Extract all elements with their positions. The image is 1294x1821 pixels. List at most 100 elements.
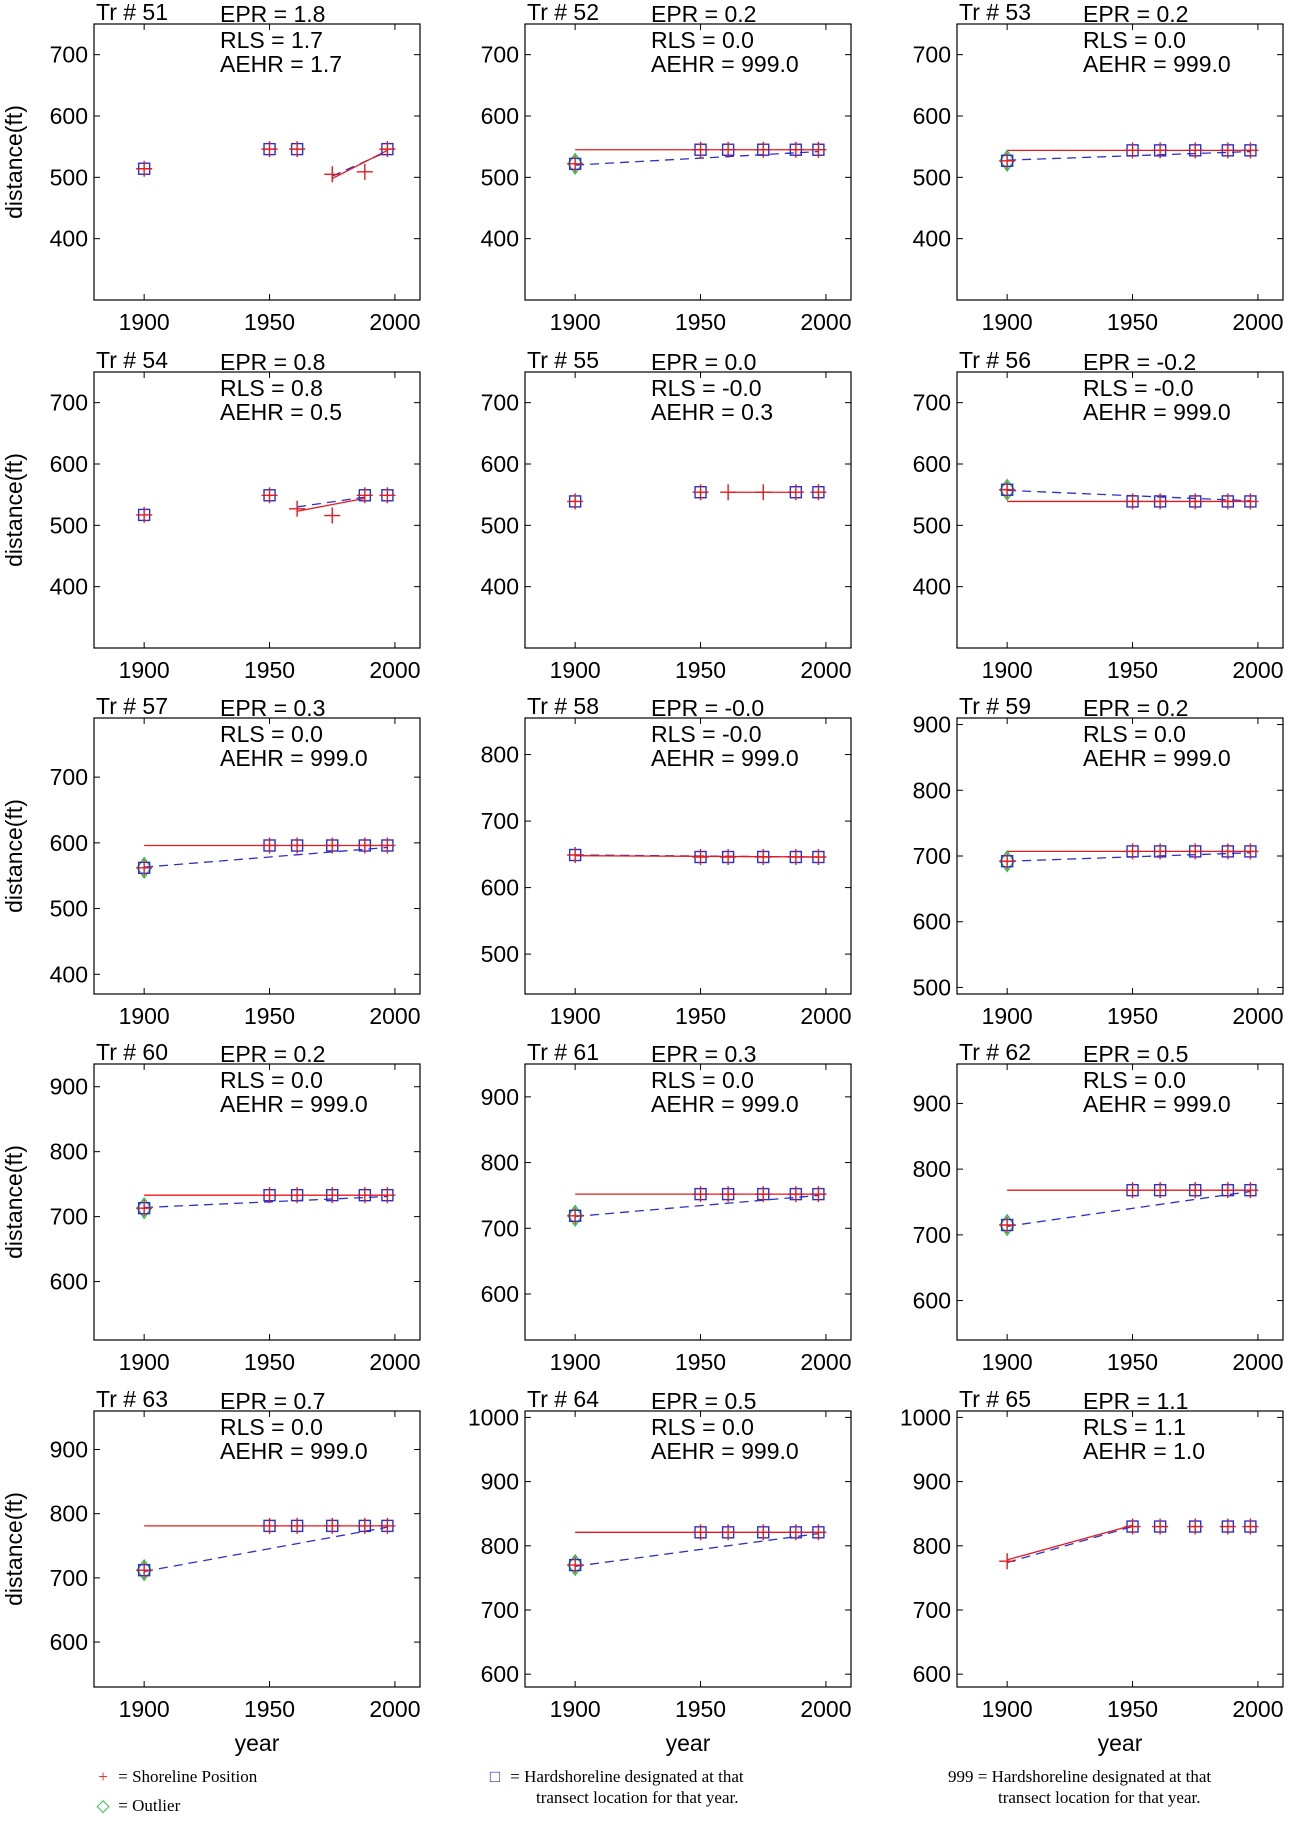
- transect-label: Tr # 54: [96, 347, 168, 373]
- x-tick-label: 2000: [369, 657, 420, 683]
- y-tick-label: 900: [913, 1469, 951, 1495]
- rls-label: RLS = 0.0: [220, 1067, 323, 1093]
- shoreline-position-marker: [1219, 843, 1236, 860]
- epr-label: EPR = 0.7: [220, 1388, 325, 1414]
- x-tick-label: 2000: [369, 309, 420, 335]
- x-tick-label: 1900: [119, 1003, 170, 1029]
- x-tick-label: 2000: [1232, 309, 1283, 335]
- rls-label: RLS = 1.1: [1083, 1414, 1186, 1440]
- y-tick-label: 800: [481, 742, 519, 768]
- shoreline-position-marker: [324, 166, 341, 183]
- panel-54: 1900 1950 2000 400 500 600 700 Tr # 54 EPR = 0.8…: [1, 347, 421, 683]
- outlier-marker: [999, 1213, 1016, 1237]
- plot-frame: [524, 1410, 852, 1688]
- y-tick-label: 500: [481, 164, 519, 190]
- shoreline-position-marker: [1152, 1182, 1169, 1199]
- shoreline-fit-line: [1006, 1524, 1133, 1561]
- plot-frame: [524, 717, 852, 995]
- rls-label: RLS = 0.0: [1083, 1067, 1186, 1093]
- x-tick-label: 2000: [800, 309, 851, 335]
- shoreline-position-marker: [692, 484, 709, 501]
- x-tick-label: 2000: [800, 657, 851, 683]
- shoreline-position-marker: [1219, 142, 1236, 159]
- shoreline-position-marker: [289, 1187, 306, 1204]
- x-tick-label: 1950: [1107, 657, 1158, 683]
- panel-52: 1900 1950 2000 400 500 600 700 Tr # 52 EPR = 0.2…: [481, 0, 852, 335]
- y-tick-label: 700: [481, 1597, 519, 1623]
- y-tick-label: 900: [913, 712, 951, 738]
- x-tick-label: 1950: [1107, 1003, 1158, 1029]
- aehr-label: AEHR = 999.0: [220, 1091, 368, 1117]
- shoreline-position-marker: [324, 837, 341, 854]
- y-tick-label: 900: [50, 1437, 88, 1463]
- epr-label: EPR = 0.5: [651, 1388, 756, 1414]
- legend-shoreline-row: + = Shoreline Position: [92, 1766, 257, 1787]
- x-tick-label: 1900: [982, 309, 1033, 335]
- y-tick-label: 900: [481, 1084, 519, 1110]
- epr-label: EPR = -0.0: [651, 695, 764, 721]
- shoreline-position-marker: [1242, 142, 1259, 159]
- y-tick-label: 700: [50, 390, 88, 416]
- shoreline-position-marker: [1152, 142, 1169, 159]
- y-tick-label: 600: [913, 451, 951, 477]
- plot-frame: [524, 23, 852, 301]
- x-tick-label: 1900: [119, 1696, 170, 1722]
- panel-61: 1900 1950 2000 600 700 800 900 Tr # 61 EPR = 0.3…: [481, 1039, 852, 1375]
- y-tick-label: 800: [50, 1139, 88, 1165]
- x-tick-label: 1900: [550, 1349, 601, 1375]
- shoreline-position-marker: [692, 1524, 709, 1541]
- shoreline-position-marker: [692, 1186, 709, 1203]
- shoreline-position-marker: [1124, 493, 1141, 510]
- epr-label: EPR = 1.1: [1083, 1388, 1188, 1414]
- y-tick-label: 500: [50, 896, 88, 922]
- panel-58: 1900 1950 2000 500 600 700 800 Tr # 58 EPR = -0.…: [481, 693, 852, 1029]
- epr-label: EPR = 0.3: [651, 1041, 756, 1067]
- shoreline-position-marker: [261, 837, 278, 854]
- y-tick-label: 500: [481, 512, 519, 538]
- shoreline-position-marker: [567, 493, 584, 510]
- aehr-label: AEHR = 999.0: [1083, 745, 1231, 771]
- transect-label: Tr # 56: [959, 347, 1031, 373]
- x-tick-label: 1900: [982, 1003, 1033, 1029]
- panel-60: 1900 1950 2000 600 700 800 900 Tr # 60 EPR = 0.2…: [1, 1039, 421, 1375]
- shoreline-position-marker: [755, 1524, 772, 1541]
- y-tick-label: 600: [481, 1661, 519, 1687]
- rls-label: RLS = -0.0: [651, 375, 762, 401]
- outlier-marker: [999, 850, 1016, 873]
- x-tick-label: 1950: [1107, 1696, 1158, 1722]
- epr-label: EPR = 0.2: [1083, 1, 1188, 27]
- y-tick-label: 600: [913, 1661, 951, 1687]
- shoreline-position-marker: [136, 1562, 153, 1579]
- legend-hardshoreline: □ = Hardshoreline designated at that tra…: [484, 1766, 844, 1808]
- regression-line: [575, 150, 819, 166]
- panel-57: 1900 1950 2000 400 500 600 700 Tr # 57 EPR = 0.3…: [1, 693, 421, 1029]
- outlier-marker: [136, 1196, 153, 1220]
- epr-label: EPR = 0.8: [220, 349, 325, 375]
- aehr-label: AEHR = 999.0: [1083, 399, 1231, 425]
- x-tick-label: 2000: [1232, 657, 1283, 683]
- x-tick-label: 1950: [244, 657, 295, 683]
- y-tick-label: 700: [913, 42, 951, 68]
- shoreline-position-marker: [1187, 843, 1204, 860]
- epr-label: EPR = 0.2: [1083, 695, 1188, 721]
- shoreline-position-marker: [720, 1186, 737, 1203]
- rls-label: RLS = 0.0: [220, 1414, 323, 1440]
- y-tick-label: 600: [50, 830, 88, 856]
- rls-label: RLS = 0.0: [651, 1067, 754, 1093]
- x-tick-label: 2000: [369, 1696, 420, 1722]
- shoreline-position-marker: [720, 484, 737, 501]
- x-tick-label: 1950: [244, 309, 295, 335]
- plot-frame: [93, 1410, 421, 1688]
- y-tick-label: 900: [481, 1469, 519, 1495]
- shoreline-position-marker: [136, 1200, 153, 1217]
- shoreline-position-marker: [567, 1207, 584, 1224]
- transect-label: Tr # 61: [527, 1039, 599, 1065]
- shoreline-position-marker: [999, 1217, 1016, 1233]
- y-tick-label: 800: [913, 1533, 951, 1559]
- shoreline-position-marker: [999, 853, 1016, 870]
- shoreline-position-marker: [1152, 843, 1169, 860]
- aehr-label: AEHR = 999.0: [220, 745, 368, 771]
- regression-line: [575, 1194, 819, 1218]
- aehr-label: AEHR = 999.0: [651, 1438, 799, 1464]
